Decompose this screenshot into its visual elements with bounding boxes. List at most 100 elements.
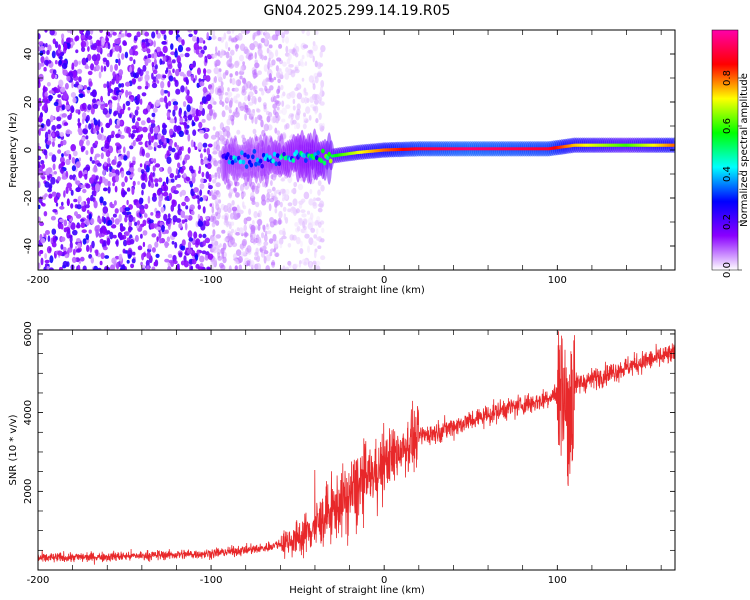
spectrogram-noise-mark	[151, 82, 158, 89]
spectrogram-noise-mark	[87, 70, 93, 76]
spectrogram-noise-mark	[56, 124, 62, 129]
spectrogram-noise-mark	[296, 108, 301, 116]
spectrogram-noise-mark	[151, 157, 154, 162]
spectrogram-noise-mark	[77, 122, 82, 127]
spectrogram-noise-mark	[317, 207, 323, 213]
spectrogram-noise-mark	[64, 253, 69, 259]
spectrogram-noise-mark	[252, 128, 257, 135]
spectrogram-noise-mark	[45, 168, 50, 176]
spectrogram-noise-mark	[209, 191, 212, 196]
spectrogram-noise-mark	[203, 45, 208, 51]
spectrogram-noise-mark	[306, 30, 311, 37]
spectrogram-noise-mark	[136, 106, 140, 111]
spectrogram-noise-mark	[312, 202, 317, 207]
spectrogram-noise-mark	[312, 260, 317, 265]
spectrogram-noise-mark	[202, 233, 207, 239]
spectrogram-noise-mark	[313, 197, 316, 202]
spectrogram-noise-mark	[240, 193, 245, 198]
spectrogram-noise-mark	[197, 220, 204, 227]
spectrogram-noise-mark	[130, 96, 134, 101]
spectrogram-noise-mark	[300, 198, 306, 203]
spectrogram-noise-mark	[174, 50, 178, 58]
spectrogram-noise-mark	[89, 39, 93, 46]
spectrogram-noise-mark	[124, 216, 128, 223]
spectrogram-noise-mark	[254, 256, 258, 261]
spectrogram-noise-mark	[86, 209, 90, 214]
spectrogram-noise-mark	[100, 95, 103, 102]
spectrogram-noise-mark	[140, 169, 145, 174]
spectrogram-noise-mark	[277, 78, 281, 84]
spectrogram-noise-mark	[160, 88, 165, 96]
spectrogram-noise-mark	[48, 94, 53, 102]
spectrogram-noise-mark	[80, 218, 85, 223]
spectrogram-noise-mark	[43, 66, 47, 72]
spectrogram-noise-mark	[303, 191, 310, 200]
spectrogram-noise-mark	[112, 31, 117, 36]
spectrogram-noise-mark	[57, 176, 61, 182]
spectrogram-noise-mark	[312, 241, 317, 247]
spectrogram-noise-mark	[243, 260, 248, 266]
spectrogram-noise-mark	[317, 245, 322, 249]
spectrogram-noise-mark	[161, 135, 165, 143]
spectrogram-noise-mark	[257, 48, 263, 57]
spectrogram-noise-mark	[242, 201, 245, 208]
spectrogram-noise-mark	[296, 225, 301, 232]
spectrogram-noise-mark	[130, 263, 135, 269]
spectrogram-noise-mark	[70, 92, 76, 98]
spectrogram-noise-mark	[44, 30, 48, 33]
spectrogram-noise-mark	[77, 84, 83, 91]
spectrogram-noise-mark	[105, 122, 111, 129]
spectrogram-signal-mark	[258, 158, 263, 164]
spectrogram-noise-mark	[285, 104, 291, 109]
spectrogram-noise-mark	[228, 265, 232, 270]
spectrogram-noise-mark	[173, 190, 179, 195]
spectrogram-noise-mark	[295, 236, 301, 245]
spectrogram-noise-mark	[269, 198, 275, 203]
spectrogram-noise-mark	[86, 139, 90, 146]
spectrogram-noise-mark	[95, 230, 99, 238]
spectrogram-noise-mark	[303, 115, 307, 121]
spectrogram-noise-mark	[318, 92, 322, 100]
spectrogram-noise-mark	[223, 32, 227, 40]
spectrogram-noise-mark	[197, 46, 203, 50]
spectrogram-noise-mark	[180, 245, 186, 251]
spectrogram-noise-mark	[264, 230, 268, 236]
snr-x-ticks: -200 -100 0 100	[27, 330, 662, 586]
spectrogram-noise-mark	[137, 245, 143, 251]
spectrogram-noise-mark	[266, 188, 272, 194]
spectrogram-noise-mark	[167, 80, 171, 88]
spectrogram-noise-mark	[62, 139, 67, 146]
spectrogram-noise-mark	[75, 187, 81, 193]
spectrogram-noise-mark	[315, 197, 321, 202]
spectrogram-noise-mark	[43, 59, 49, 66]
spectrogram-noise-mark	[284, 217, 289, 224]
spectrogram-noise-mark	[147, 132, 152, 141]
spectrogram-noise-mark	[190, 168, 195, 174]
spectrogram-noise-mark	[218, 173, 221, 179]
spectrogram-signal-mark	[314, 155, 319, 161]
spectrogram-noise-mark	[111, 257, 117, 264]
spectrogram-noise-mark	[144, 203, 149, 210]
spectrogram-noise-mark	[294, 124, 297, 130]
spectrogram-noise-mark	[78, 76, 82, 83]
spectrogram-noise-mark	[271, 261, 275, 266]
spectrogram-noise-mark	[270, 180, 273, 186]
spectrogram-noise-mark	[278, 210, 283, 219]
spectrogram-noise-mark	[99, 30, 104, 34]
spectrogram-noise-mark	[172, 109, 176, 117]
spectrogram-noise-mark	[95, 141, 98, 145]
spectrogram-noise-mark	[114, 185, 118, 193]
spectrogram-noise-mark	[103, 135, 107, 141]
spectrogram-noise-mark	[161, 127, 167, 136]
spectrogram-noise-mark	[202, 142, 208, 148]
spectrogram-noise-mark	[48, 193, 53, 199]
spectrogram-noise-mark	[38, 33, 41, 40]
spectrogram-noise-mark	[47, 44, 52, 52]
spectrogram-noise-mark	[137, 117, 141, 122]
spectrogram-noise-mark	[117, 149, 122, 154]
spectrogram-noise-mark	[239, 75, 243, 80]
spectrogram-noise-mark	[111, 160, 117, 166]
spectrogram-noise-mark	[276, 57, 282, 62]
spectrogram-noise-mark	[51, 191, 57, 197]
spectrogram-noise-mark	[55, 105, 60, 113]
